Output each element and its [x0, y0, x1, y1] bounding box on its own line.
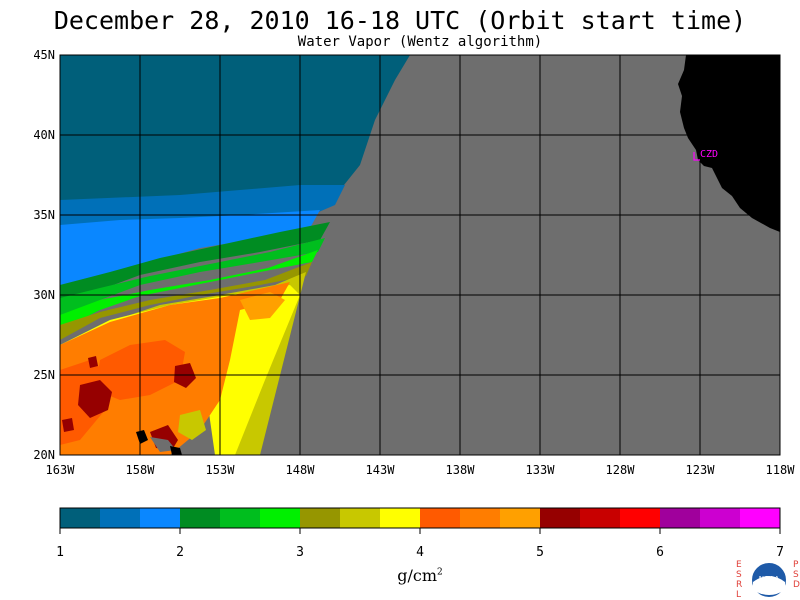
- colorbar-tick-labels: 1 2 3 4 5 6 7: [56, 528, 784, 560]
- lon-label: 158W: [126, 463, 156, 477]
- lat-label: 20N: [33, 448, 55, 462]
- swath-region: [62, 418, 74, 432]
- swath-region: [136, 430, 148, 444]
- lon-label: 138W: [446, 463, 476, 477]
- lat-label: 35N: [33, 208, 55, 222]
- colorbar-swatch: [540, 508, 581, 528]
- colorbar-tick-label: 7: [776, 545, 784, 560]
- colorbar-swatch: [460, 508, 501, 528]
- station-label: CZD: [700, 149, 718, 160]
- lon-label: 128W: [606, 463, 636, 477]
- swath-region: [60, 238, 325, 318]
- lon-label: 148W: [286, 463, 316, 477]
- swath-region: [60, 55, 410, 220]
- swath-region: [178, 410, 206, 440]
- latitude-labels: 45N 40N 35N 30N 25N 20N: [33, 48, 55, 462]
- colorbar-unit: g/cm2: [397, 566, 443, 585]
- colorbar-swatch: [580, 508, 621, 528]
- swath-region: [240, 292, 285, 320]
- colorbar-swatch: [740, 508, 781, 528]
- page-title: December 28, 2010 16-18 UTC (Orbit start…: [53, 6, 747, 35]
- lat-label: 45N: [33, 48, 55, 62]
- colorbar-swatch: [260, 508, 301, 528]
- swath-region: [60, 210, 320, 285]
- colorbar-swatch: [500, 508, 541, 528]
- lon-label: 123W: [686, 463, 716, 477]
- swath-region: [150, 437, 176, 452]
- colorbar-tick-label: 5: [536, 545, 544, 560]
- colorbar-swatch: [700, 508, 741, 528]
- colorbar-swatch: [220, 508, 261, 528]
- colorbar-tick-label: 2: [176, 545, 184, 560]
- lon-label: 133W: [526, 463, 556, 477]
- swath-region: [60, 222, 330, 300]
- lon-label: 143W: [366, 463, 396, 477]
- colorbar-swatch: [660, 508, 701, 528]
- colorbar-swatch: [420, 508, 461, 528]
- longitude-labels: 163W 158W 153W 148W 143W 138W 133W 128W 123W 118W: [46, 463, 796, 477]
- colorbar: [60, 508, 781, 528]
- colorbar-tick-label: 3: [296, 545, 304, 560]
- svg-text:NOAA: NOAA: [759, 575, 780, 583]
- lat-label: 25N: [33, 368, 55, 382]
- lat-label: 30N: [33, 288, 55, 302]
- map-frame: [59, 54, 781, 456]
- swath-region: [170, 446, 182, 455]
- colorbar-swatch: [60, 508, 101, 528]
- colorbar-tick-label: 1: [56, 545, 64, 560]
- lon-label: 153W: [206, 463, 236, 477]
- colorbar-swatch: [300, 508, 341, 528]
- psd-vertical-text: P S D: [793, 560, 800, 590]
- lon-label: 163W: [46, 463, 76, 477]
- noaa-logo: NOAA: [750, 561, 788, 599]
- colorbar-tick-label: 4: [416, 545, 424, 560]
- swath-region: [88, 356, 98, 368]
- map-regions: [60, 55, 780, 455]
- lon-label: 118W: [766, 463, 796, 477]
- colorbar-swatch: [180, 508, 221, 528]
- land-area: [678, 55, 780, 232]
- colorbar-tick-label: 6: [656, 545, 664, 560]
- colorbar-swatch: [340, 508, 381, 528]
- colorbar-swatch: [100, 508, 141, 528]
- page-subtitle: Water Vapor (Wentz algorithm): [297, 34, 543, 50]
- colorbar-swatch: [140, 508, 181, 528]
- colorbar-swatch: [620, 508, 661, 528]
- station-marker: [693, 152, 700, 161]
- colorbar-swatch: [380, 508, 421, 528]
- lat-label: 40N: [33, 128, 55, 142]
- esrl-vertical-text: E S R L: [736, 560, 743, 600]
- swath-region: [78, 380, 112, 418]
